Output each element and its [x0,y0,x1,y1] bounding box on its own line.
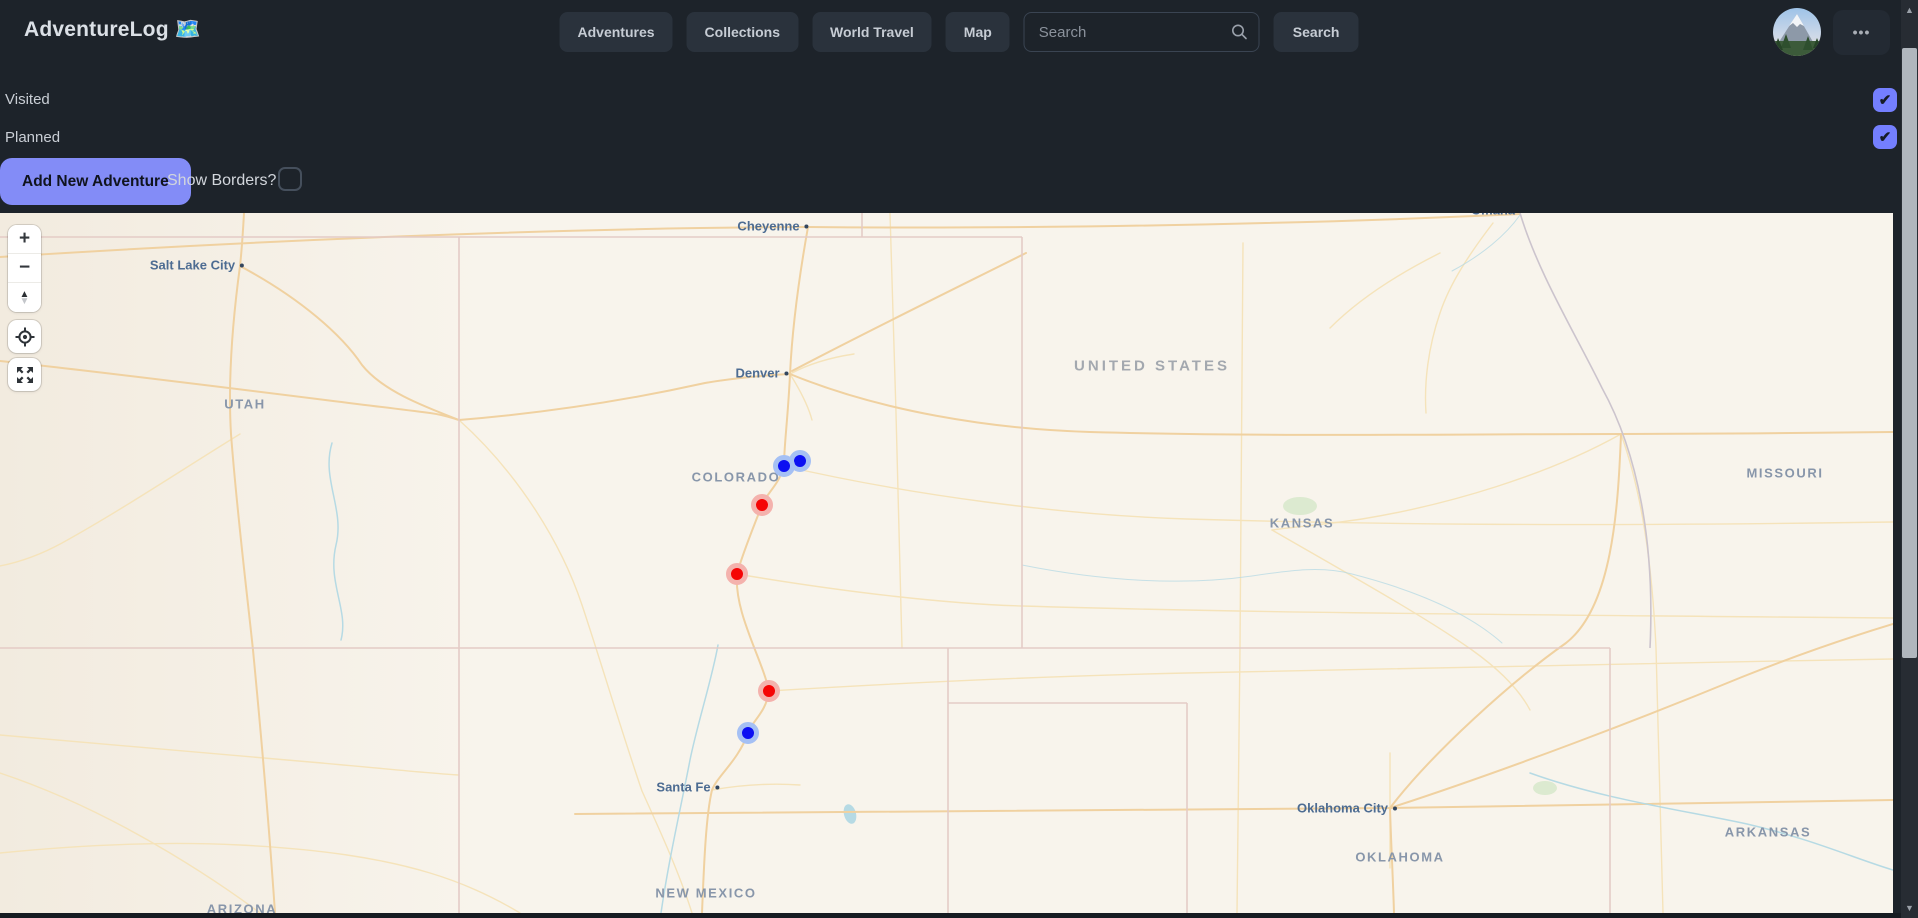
nav-link-map[interactable]: Map [945,12,1010,52]
scrollbar-down-arrow[interactable]: ▼ [1905,903,1914,913]
map-zoom-controls: + − ▲ ▼ [8,225,41,312]
map-geography-layer [0,213,1893,913]
scrollbar-up-arrow[interactable]: ▲ [1905,5,1914,15]
nav-links: Adventures Collections World Travel Map [559,12,1010,52]
show-borders-label: Show Borders? [167,172,277,189]
app-logo[interactable]: AdventureLog 🗺️ [24,18,201,42]
map-marker-red[interactable] [726,563,748,585]
nav-link-adventures[interactable]: Adventures [559,12,673,52]
nav-center: Adventures Collections World Travel Map Sea… [559,12,1359,52]
page-bottom-strip [0,913,1901,918]
nav-link-world-travel[interactable]: World Travel [812,12,932,52]
world-map-emoji-icon: 🗺️ [174,18,202,41]
search-icon [1231,23,1249,46]
nav-right: ••• [1773,8,1890,56]
planned-checkbox[interactable]: ✔ [1873,125,1897,149]
nav-link-collections[interactable]: Collections [686,12,799,52]
map-canvas[interactable]: UNITED STATES + − ▲ ▼ [0,213,1893,913]
search-input[interactable] [1023,12,1260,52]
map-marker-red[interactable] [758,680,780,702]
app-title: AdventureLog [24,18,169,41]
map-marker-blue[interactable] [737,722,759,744]
search-wrap [1023,12,1260,52]
visited-label: Visited [5,91,50,108]
show-borders-checkbox[interactable] [278,167,302,191]
scrollbar-thumb[interactable] [1902,48,1917,658]
map-marker-blue[interactable] [773,455,795,477]
map-marker-red[interactable] [751,494,773,516]
more-menu-button[interactable]: ••• [1833,9,1890,55]
page-scrollbar[interactable]: ▲ ▼ [1901,0,1918,918]
geolocate-button[interactable] [8,320,41,353]
compass-reset-bearing-button[interactable]: ▲ ▼ [8,283,41,312]
planned-label: Planned [5,129,61,146]
fullscreen-icon [16,366,33,383]
fullscreen-button[interactable] [8,358,41,391]
filter-bar: Visited ✔ Planned ✔ Add New Adventure Sh… [0,64,1918,213]
navbar: AdventureLog 🗺️ Adventures Collections Wor… [0,0,1918,64]
zoom-out-button[interactable]: − [8,254,41,283]
compass-icon: ▲ ▼ [19,288,30,307]
add-new-adventure-button[interactable]: Add New Adventure [0,158,191,205]
search-button[interactable]: Search [1273,12,1359,52]
avatar[interactable] [1773,8,1821,56]
visited-checkbox[interactable]: ✔ [1873,88,1897,112]
zoom-in-button[interactable]: + [8,225,41,254]
geolocate-icon [15,327,34,346]
